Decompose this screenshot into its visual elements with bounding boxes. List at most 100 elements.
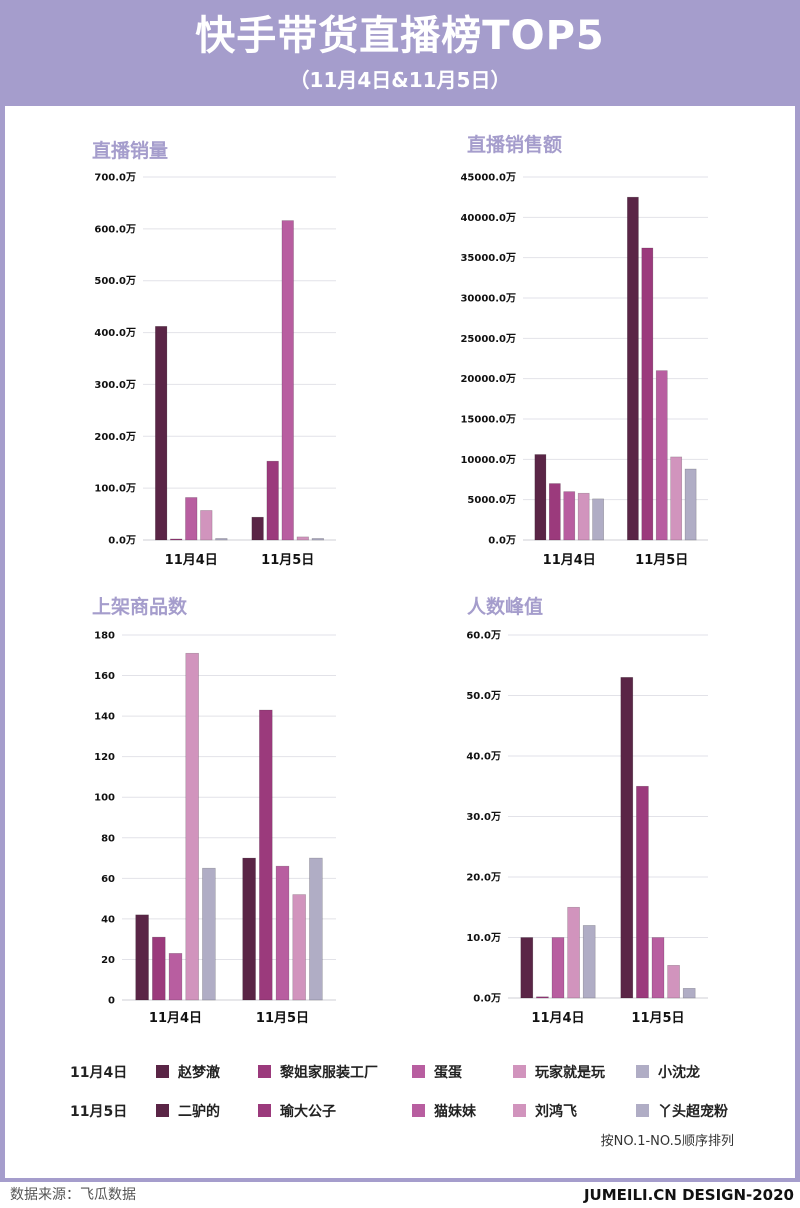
legend-label: 丫头超宠粉 xyxy=(658,1104,728,1120)
y-tick-label: 10000.0万 xyxy=(460,454,516,466)
x-category-label: 11月4日 xyxy=(543,553,596,568)
x-category-label: 11月4日 xyxy=(165,553,218,568)
y-tick-label: 40000.0万 xyxy=(460,212,516,224)
y-tick-label: 100 xyxy=(94,793,115,804)
bar xyxy=(567,906,580,999)
legend-date: 11月4日 xyxy=(70,1065,128,1081)
y-tick-label: 60.0万 xyxy=(466,630,501,642)
x-category-label: 11月5日 xyxy=(256,1011,309,1026)
legend-item: 蛋蛋 xyxy=(412,1064,462,1082)
bar xyxy=(620,677,634,999)
bar xyxy=(155,326,168,541)
bar xyxy=(215,538,228,541)
page-subtitle: （11月4日&11月5日） xyxy=(289,68,511,92)
y-tick-label: 10.0万 xyxy=(466,932,501,944)
legend-swatch xyxy=(412,1065,425,1078)
bar xyxy=(670,456,683,541)
legend-item: 黎姐家服装工厂 xyxy=(258,1064,378,1082)
y-tick-label: 160 xyxy=(94,671,115,682)
bar xyxy=(259,709,273,1001)
legend-swatch xyxy=(258,1104,271,1117)
bar xyxy=(185,497,198,541)
bar xyxy=(536,996,549,999)
y-tick-label: 45000.0万 xyxy=(460,172,516,184)
legend-swatch xyxy=(636,1065,649,1078)
bar xyxy=(296,536,309,541)
legend-label: 刘鸿飞 xyxy=(535,1104,577,1120)
bar xyxy=(641,247,654,541)
x-category-label: 11月5日 xyxy=(261,553,314,568)
y-tick-label: 25000.0万 xyxy=(460,333,516,345)
bar xyxy=(636,785,649,999)
bar xyxy=(551,937,565,999)
legend-label: 蛋蛋 xyxy=(434,1065,462,1081)
y-tick-label: 300.0万 xyxy=(94,379,136,391)
bar xyxy=(275,865,290,1001)
legend-item: 二驴的 xyxy=(156,1103,220,1121)
y-tick-label: 120 xyxy=(94,752,115,763)
y-tick-label: 20 xyxy=(101,955,115,966)
y-tick-label: 0 xyxy=(108,996,115,1007)
y-tick-label: 30.0万 xyxy=(466,811,501,823)
bar xyxy=(266,460,279,541)
bar xyxy=(311,538,324,541)
chart-title-sales-amount: 直播销售额 xyxy=(467,134,563,156)
bar xyxy=(655,370,668,541)
bar xyxy=(168,953,183,1001)
bar xyxy=(592,498,604,541)
y-tick-label: 35000.0万 xyxy=(460,252,516,264)
bar xyxy=(200,510,213,541)
bar xyxy=(651,937,665,999)
legend-label: 赵梦澈 xyxy=(178,1065,220,1081)
x-category-label: 11月4日 xyxy=(149,1011,202,1026)
x-category-label: 11月4日 xyxy=(531,1011,584,1026)
legend-label: 玩家就是玩 xyxy=(535,1065,605,1081)
brand-credit: JUMEILI.CN DESIGN-2020 xyxy=(583,1186,794,1204)
bar xyxy=(682,988,696,999)
legend-swatch xyxy=(156,1104,169,1117)
legend-item: 瑜大公子 xyxy=(258,1103,336,1121)
x-category-label: 11月5日 xyxy=(635,553,688,568)
bar xyxy=(202,867,216,1001)
bar xyxy=(520,937,534,999)
legend-swatch xyxy=(513,1065,526,1078)
bar xyxy=(242,857,256,1001)
legend-item: 小沈龙 xyxy=(636,1064,700,1082)
x-category-label: 11月5日 xyxy=(631,1011,684,1026)
legend-label: 瑜大公子 xyxy=(280,1104,336,1120)
bar xyxy=(292,894,306,1001)
bar xyxy=(534,454,547,541)
y-tick-label: 200.0万 xyxy=(94,431,136,443)
y-tick-label: 0.0万 xyxy=(473,993,501,1005)
y-tick-label: 180 xyxy=(94,631,115,642)
legend-swatch xyxy=(636,1104,649,1117)
y-tick-label: 5000.0万 xyxy=(467,494,516,506)
y-tick-label: 600.0万 xyxy=(94,223,136,235)
y-tick-label: 40.0万 xyxy=(466,751,501,763)
y-tick-label: 500.0万 xyxy=(94,275,136,287)
bar xyxy=(577,492,590,541)
y-tick-label: 15000.0万 xyxy=(460,414,516,426)
legend-swatch xyxy=(412,1104,425,1117)
chart-title-peak-viewers: 人数峰值 xyxy=(467,596,544,618)
y-tick-label: 20.0万 xyxy=(466,872,501,884)
bar xyxy=(185,652,199,1001)
y-tick-label: 50.0万 xyxy=(466,690,501,702)
page-title: 快手带货直播榜TOP5 xyxy=(195,13,605,59)
bar xyxy=(251,516,264,541)
legend-item: 玩家就是玩 xyxy=(513,1064,605,1082)
legend-row-nov4: 11月4日 赵梦澈 黎姐家服装工厂 蛋蛋 玩家就是玩 小沈龙 xyxy=(70,1064,770,1082)
y-tick-label: 30000.0万 xyxy=(460,293,516,305)
legend-item: 赵梦澈 xyxy=(156,1064,220,1082)
bar xyxy=(281,220,294,541)
y-tick-label: 100.0万 xyxy=(94,483,136,495)
legend-swatch xyxy=(258,1065,271,1078)
y-tick-label: 80 xyxy=(101,833,115,844)
bar xyxy=(548,483,561,541)
y-tick-label: 400.0万 xyxy=(94,327,136,339)
legend-label: 黎姐家服装工厂 xyxy=(280,1065,378,1081)
legend-label: 猫妹妹 xyxy=(434,1104,476,1120)
bar xyxy=(684,468,697,541)
bar xyxy=(667,965,680,999)
